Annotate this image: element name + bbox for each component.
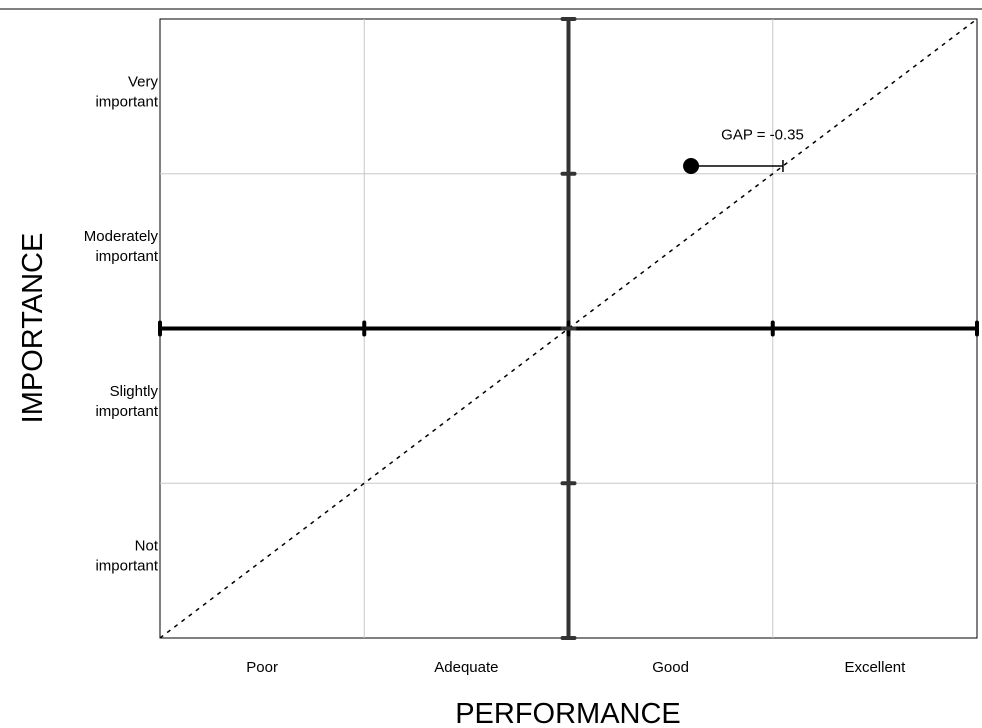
x-category-label: Excellent	[844, 659, 906, 676]
y-category-labels: Not important Slightly important Moderately i…	[84, 73, 159, 574]
x-category-label: Good	[652, 659, 689, 676]
x-category-labels: Poor Adequate Good Excellent	[246, 659, 906, 676]
y-category-label: Very important	[95, 73, 158, 110]
x-category-label: Poor	[246, 659, 278, 676]
x-axis-title: PERFORMANCE	[455, 698, 681, 728]
y-category-label: Not important	[95, 538, 158, 575]
y-category-label-line: Moderately	[84, 228, 159, 245]
gap-annotation: GAP = -0.35	[721, 127, 804, 144]
data-point	[683, 158, 700, 175]
y-category-label-line: Not	[135, 538, 159, 555]
y-category-label-line: important	[95, 558, 158, 575]
y-category-label: Slightly important	[95, 383, 158, 420]
x-category-label: Adequate	[434, 659, 498, 676]
data-points: GAP = -0.35	[683, 127, 804, 175]
y-category-label: Moderately important	[84, 228, 159, 265]
y-category-label-line: Slightly	[110, 383, 159, 400]
y-axis-title: IMPORTANCE	[17, 233, 49, 424]
y-category-label-line: important	[95, 248, 158, 265]
y-category-label-line: important	[95, 403, 158, 420]
quadrant-axes	[158, 17, 979, 640]
y-category-label-line: important	[95, 93, 158, 110]
y-category-label-line: Very	[128, 73, 159, 90]
